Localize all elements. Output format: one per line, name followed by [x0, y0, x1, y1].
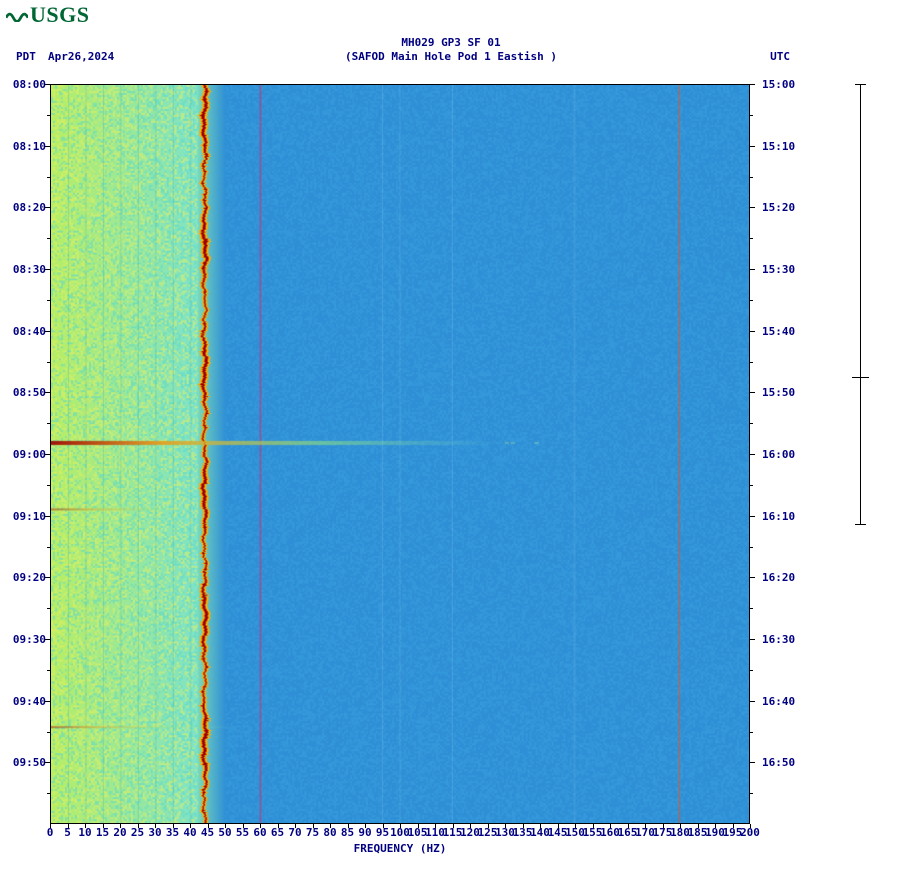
title-line-2: (SAFOD Main Hole Pod 1 Eastish ) [0, 50, 902, 64]
usgs-wave-icon [6, 2, 28, 16]
y-left-label: 09:00 [6, 448, 46, 461]
usgs-text: USGS [30, 2, 89, 27]
y-left-label: 08:10 [6, 140, 46, 153]
y-left-label: 09:30 [6, 633, 46, 646]
y-left-label: 09:50 [6, 756, 46, 769]
x-axis-title: FREQUENCY (HZ) [50, 842, 750, 855]
y-right-label: 16:30 [762, 633, 806, 646]
y-right-label: 16:00 [762, 448, 806, 461]
y-left-label: 08:30 [6, 263, 46, 276]
y-right-label: 15:10 [762, 140, 806, 153]
title-line-1: MH029 GP3 SF 01 [0, 36, 902, 50]
usgs-logo: USGS [6, 2, 89, 28]
y-left-label: 08:40 [6, 325, 46, 338]
y-right-label: 15:30 [762, 263, 806, 276]
y-left-label: 09:20 [6, 571, 46, 584]
y-right-label: 15:00 [762, 78, 806, 91]
y-right-label: 16:40 [762, 695, 806, 708]
date-label: Apr26,2024 [48, 50, 114, 63]
y-right-label: 16:10 [762, 510, 806, 523]
y-left-label: 08:50 [6, 386, 46, 399]
y-right-label: 16:50 [762, 756, 806, 769]
y-left-label: 08:20 [6, 201, 46, 214]
spectrogram-plot [50, 84, 750, 824]
y-right-label: 15:50 [762, 386, 806, 399]
y-left-label: 09:40 [6, 695, 46, 708]
y-left-label: 08:00 [6, 78, 46, 91]
y-left-label: 09:10 [6, 510, 46, 523]
y-right-label: 15:40 [762, 325, 806, 338]
y-right-label: 15:20 [762, 201, 806, 214]
y-right-label: 16:20 [762, 571, 806, 584]
timezone-left: PDT [16, 50, 36, 63]
timezone-right: UTC [770, 50, 790, 63]
chart-title: MH029 GP3 SF 01 (SAFOD Main Hole Pod 1 E… [0, 36, 902, 64]
